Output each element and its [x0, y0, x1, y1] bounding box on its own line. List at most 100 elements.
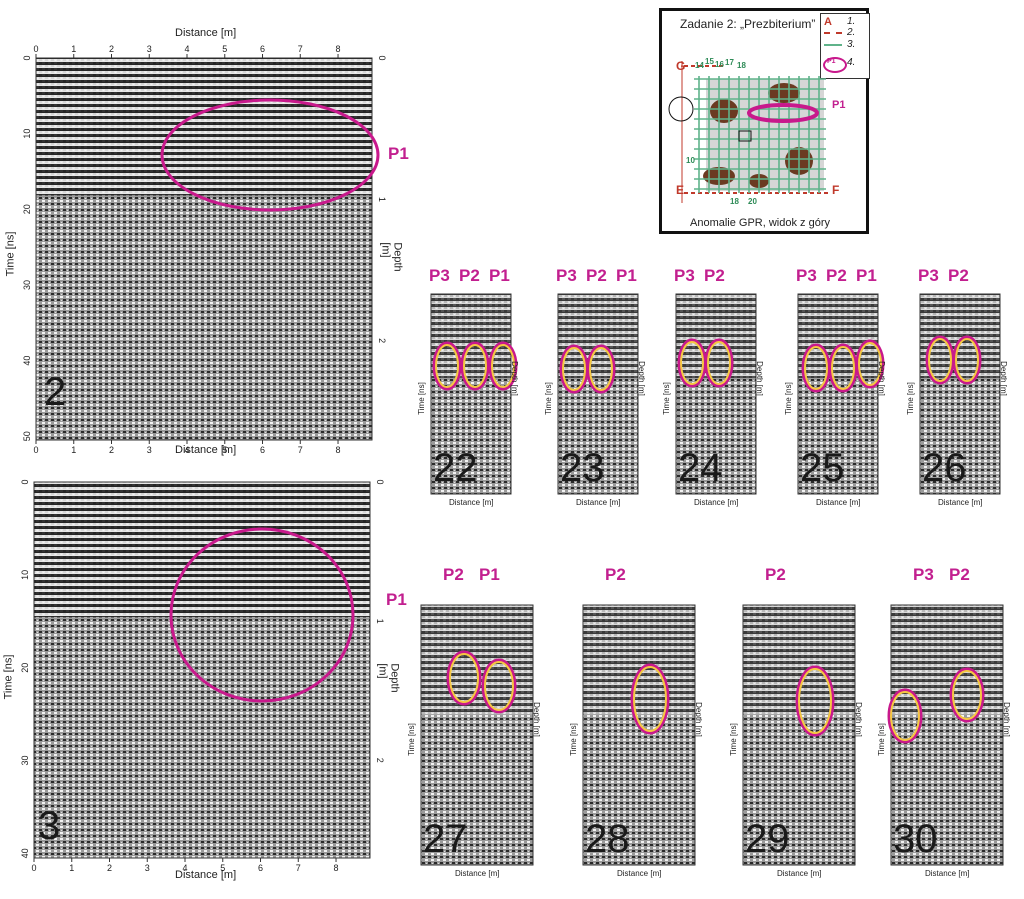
anomaly-ellipse-inner	[890, 691, 920, 741]
corner-e: E	[676, 183, 685, 197]
x-tick-top-label-5: 5	[222, 44, 227, 54]
x-tick-label-8: 8	[336, 445, 341, 455]
grid-number-18: 18	[737, 61, 746, 70]
anomaly-label-p2: P2	[704, 266, 725, 285]
panel-number: 3	[38, 804, 61, 848]
anomaly-label-p3: P3	[429, 266, 450, 285]
x-axis-label: Distance [m]	[938, 498, 983, 507]
anomaly-label-p1: P1	[388, 144, 409, 163]
x-tick-top-label-0: 0	[33, 44, 38, 54]
anomaly-ellipse-inner	[633, 666, 667, 732]
grid-number-17: 17	[725, 58, 734, 67]
grid-number-10: 10	[686, 156, 695, 165]
panel-number: 29	[745, 817, 790, 861]
time-tick-label-30: 30	[20, 756, 30, 766]
inset-plan-svg	[668, 61, 829, 203]
panel-number: 26	[922, 446, 967, 490]
x-axis-label: Distance [m]	[816, 498, 861, 507]
plot-frame	[675, 293, 757, 495]
anomaly-label-p1: P1	[489, 266, 510, 285]
anomaly-ellipse-outer	[704, 338, 734, 388]
reflection-band	[891, 605, 1003, 715]
reflection-band	[558, 294, 638, 378]
anomaly-ellipse-outer	[446, 650, 482, 706]
panel-number: 28	[585, 817, 630, 861]
x-tick-label-3: 3	[145, 863, 150, 873]
anomaly-ellipse-outer	[586, 344, 616, 394]
anomaly-ellipse-inner	[491, 344, 515, 388]
plot-frame	[919, 293, 1001, 495]
radargram-25-svg	[797, 293, 885, 495]
anomaly-ellipse-inner	[484, 661, 514, 711]
x-axis-label: Distance [m]	[694, 498, 739, 507]
anomaly-ellipse-inner	[562, 347, 586, 391]
x-axis-label: Distance [m]	[777, 869, 822, 878]
legend-item-1: 1.	[847, 16, 856, 27]
anomaly-ellipse-outer	[795, 665, 835, 737]
x-axis-label: Distance [m]	[455, 869, 500, 878]
anomaly-ellipse-outer	[481, 658, 517, 714]
anomaly-label-p2: P2	[443, 565, 464, 584]
plot-frame	[582, 604, 696, 866]
time-axis-label: Time [ns]	[2, 654, 15, 700]
depth-tick-label-1: 1	[375, 619, 385, 624]
depth-axis-label: Depth [m]	[531, 702, 541, 737]
depth-axis-label: Depth [m]	[754, 361, 764, 396]
anomaly-ellipse-inner	[955, 338, 979, 382]
radargram-30-svg	[887, 604, 1004, 866]
reflection-band	[431, 294, 511, 378]
anomaly-label-p1: P1	[616, 266, 637, 285]
anomaly-p1-ellipse	[160, 98, 380, 212]
depth-axis-label: Depth [m]	[376, 663, 401, 693]
anomaly-ellipse-outer	[460, 341, 490, 391]
anomaly-ellipse-inner	[463, 344, 487, 388]
plot-frame	[797, 293, 879, 495]
x-tick-label-4: 4	[183, 863, 188, 873]
radargram-panel-3: 0 1 2 3 4 5 6 7 8 0 10 20 30 40 0 1 2 Time [ns] Depth [m…	[0, 466, 406, 896]
anomaly-label-p2: P2	[459, 266, 480, 285]
anomaly-ellipse-inner	[449, 653, 479, 703]
corner-g: G	[676, 59, 686, 73]
reflection-band	[798, 294, 878, 378]
anomaly-label-p1: P1	[479, 565, 500, 584]
x-axis-label-bottom: Distance [m]	[175, 869, 237, 881]
anomaly-ellipse-inner	[680, 341, 704, 385]
anomaly-label-p2: P2	[765, 565, 786, 584]
anomaly-ellipse-inner	[858, 342, 882, 386]
anomaly-ellipse-outer	[949, 667, 985, 723]
time-axis-label: Time [ns]	[406, 723, 416, 756]
reference-circle	[668, 96, 694, 122]
x-tick-label-6: 6	[260, 445, 265, 455]
anomaly-p1-ellipse	[747, 103, 819, 123]
x-tick-top-label-4: 4	[185, 44, 190, 54]
radargram-24-svg	[675, 293, 757, 495]
radargram-23-svg	[557, 293, 639, 495]
time-axis-label: Time [ns]	[783, 382, 793, 415]
anomaly-ellipse-inner	[798, 668, 832, 734]
corner-f: F	[832, 183, 840, 197]
reflection-band	[676, 294, 756, 378]
x-axis-label-bottom: Distance [m]	[175, 444, 237, 456]
anomaly-label-p2: P2	[949, 565, 970, 584]
x-tick-top-label-3: 3	[147, 44, 152, 54]
legend-item-3: 3.	[847, 39, 856, 50]
anomaly-ellipse-outer	[630, 663, 670, 735]
anomaly-ellipse-outer	[952, 335, 982, 385]
grid-number-15: 15	[705, 57, 714, 66]
time-tick-label-10: 10	[20, 570, 30, 580]
depth-axis-label: Depth [m]	[853, 702, 863, 737]
plot-frame	[557, 293, 639, 495]
x-tick-label-0: 0	[33, 445, 38, 455]
x-tick-label-0: 0	[31, 863, 36, 873]
radargram-panel-29: P2 Distance [m] Time [ns] Depth [m] 29	[729, 565, 877, 885]
grid-number-16: 16	[715, 60, 724, 69]
legend-item-4: 4.	[847, 57, 856, 68]
grid-number-18b: 18	[730, 197, 739, 206]
x-tick-label-5: 5	[220, 863, 225, 873]
building-blob-2	[768, 83, 800, 103]
depth-axis-label: Depth [m]	[693, 702, 703, 737]
radargram-panel-22: P3 P2 P1 Distance [m] Time [ns] Depth [m] 22	[417, 262, 533, 522]
inset-title: Zadanie 2: „Prezbiterium”	[680, 17, 816, 31]
x-tick-label-1: 1	[69, 863, 74, 873]
plot-frame	[33, 481, 371, 859]
